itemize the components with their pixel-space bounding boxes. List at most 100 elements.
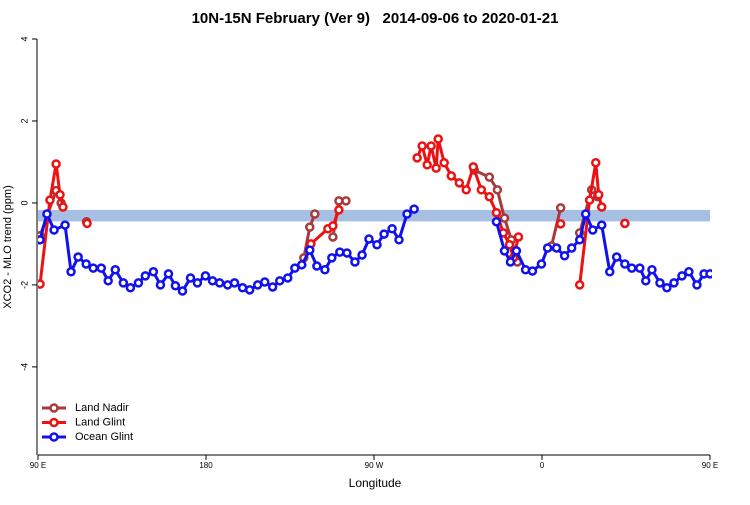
data-point bbox=[364, 234, 374, 244]
x-axis-label: Longitude bbox=[349, 476, 402, 490]
data-point bbox=[170, 280, 181, 291]
data-point bbox=[635, 263, 645, 273]
data-point bbox=[312, 261, 322, 271]
data-point bbox=[155, 280, 166, 290]
data-point bbox=[412, 153, 422, 163]
y-axis-label: XCO2 - MLO trend (ppm) bbox=[2, 185, 14, 308]
legend-label: Land Nadir bbox=[75, 402, 129, 414]
data-point bbox=[260, 277, 270, 287]
data-point bbox=[655, 278, 665, 288]
data-point bbox=[387, 224, 397, 234]
data-point bbox=[461, 185, 471, 195]
data-point bbox=[125, 283, 136, 293]
x-tick-label: 90 E bbox=[30, 461, 46, 470]
data-point bbox=[148, 267, 159, 277]
data-point bbox=[566, 243, 577, 253]
data-point bbox=[596, 220, 607, 230]
y-tick-label: 4 bbox=[19, 36, 29, 41]
data-point bbox=[641, 276, 651, 286]
data-point bbox=[357, 250, 367, 260]
data-point bbox=[527, 266, 538, 276]
data-point bbox=[492, 185, 503, 195]
data-point bbox=[88, 263, 99, 273]
data-point bbox=[476, 185, 487, 195]
x-tick-label: 0 bbox=[540, 461, 545, 470]
data-point bbox=[669, 278, 679, 288]
data-point bbox=[593, 189, 604, 200]
data-point bbox=[491, 217, 502, 227]
data-point bbox=[591, 158, 601, 168]
data-point bbox=[45, 195, 55, 205]
data-point bbox=[394, 235, 404, 245]
data-point bbox=[51, 159, 61, 169]
data-point bbox=[677, 271, 687, 281]
y-tick-label: -4 bbox=[19, 363, 29, 371]
legend-marker bbox=[49, 432, 59, 442]
data-point bbox=[446, 171, 457, 181]
data-point bbox=[73, 252, 83, 262]
data-point bbox=[627, 263, 637, 273]
data-point bbox=[433, 134, 443, 144]
data-point bbox=[513, 232, 524, 242]
y-tick-label: -2 bbox=[19, 281, 29, 289]
data-point bbox=[320, 264, 330, 275]
data-point bbox=[431, 163, 441, 173]
data-point bbox=[55, 189, 65, 200]
y-tick-label: 2 bbox=[19, 118, 29, 123]
data-point bbox=[350, 257, 360, 267]
data-point bbox=[505, 257, 516, 267]
data-point bbox=[267, 282, 278, 292]
data-point bbox=[214, 278, 225, 288]
data-point bbox=[647, 264, 657, 275]
data-point bbox=[177, 286, 188, 296]
data-point bbox=[328, 221, 338, 231]
data-point bbox=[118, 278, 129, 288]
data-point bbox=[484, 192, 495, 202]
data-point bbox=[559, 251, 570, 261]
legend-marker bbox=[49, 417, 59, 428]
data-point bbox=[551, 243, 562, 253]
data-point bbox=[81, 259, 91, 269]
data-point bbox=[38, 235, 45, 245]
data-point bbox=[334, 205, 344, 215]
data-point bbox=[402, 209, 412, 219]
data-point bbox=[491, 208, 502, 218]
data-point bbox=[58, 202, 68, 212]
data-point bbox=[484, 172, 495, 182]
chart-title: 10N-15N February (Ver 9) 2014-09-06 to 2… bbox=[192, 10, 559, 27]
legend-label: Land Glint bbox=[75, 416, 125, 428]
data-point bbox=[705, 269, 712, 279]
data-point bbox=[555, 203, 566, 213]
data-point bbox=[620, 218, 630, 229]
x-tick-label: 90 E bbox=[702, 461, 718, 470]
data-point bbox=[185, 273, 196, 283]
data-point bbox=[584, 195, 595, 205]
data-point bbox=[274, 276, 285, 286]
data-point bbox=[305, 245, 315, 255]
data-point bbox=[192, 278, 203, 288]
data-point bbox=[605, 267, 615, 277]
data-point bbox=[499, 213, 510, 223]
data-point bbox=[341, 196, 351, 206]
data-point bbox=[310, 209, 320, 219]
data-point bbox=[140, 271, 151, 281]
plot-area bbox=[38, 134, 712, 296]
data-point bbox=[327, 253, 337, 263]
data-point bbox=[244, 285, 255, 295]
data-point bbox=[42, 209, 52, 219]
data-point bbox=[38, 279, 45, 289]
data-point bbox=[305, 222, 315, 232]
data-point bbox=[620, 259, 630, 269]
data-point bbox=[580, 209, 591, 219]
data-point bbox=[662, 283, 672, 293]
data-point bbox=[372, 239, 382, 250]
data-point bbox=[536, 259, 547, 269]
data-point bbox=[468, 162, 479, 172]
data-point bbox=[574, 280, 585, 290]
data-point bbox=[163, 269, 174, 279]
data-point bbox=[426, 141, 436, 151]
data-point bbox=[66, 267, 76, 277]
data-point bbox=[439, 158, 449, 168]
legend-marker bbox=[49, 403, 59, 413]
